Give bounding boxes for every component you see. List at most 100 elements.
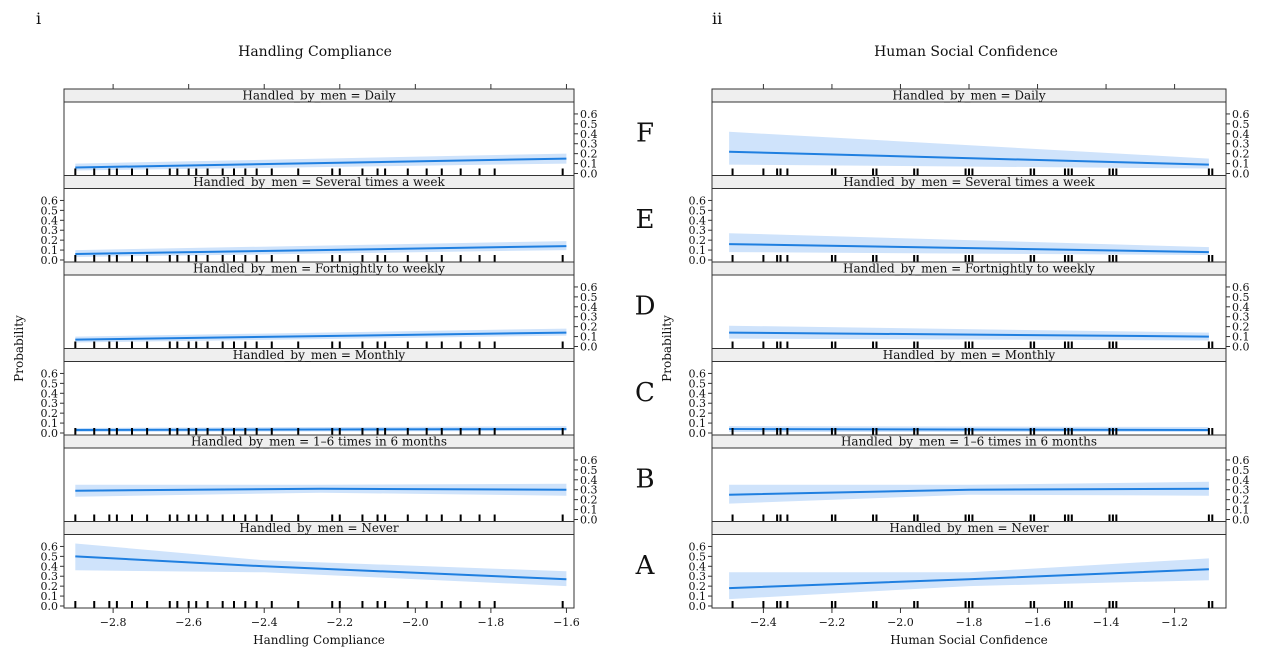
facet-strip — [711, 348, 1227, 362]
y-tick-label: 0.5 — [580, 118, 598, 131]
y-tick-label: 0.4 — [41, 214, 59, 227]
fit-line — [75, 555, 567, 581]
facet-1: Handled_by_men = Several times a week 0.0… — [689, 175, 1227, 267]
facet-2: Handled_by_men = Fortnightly to weekly 0.… — [63, 261, 598, 354]
facet-3: Handled_by_men = Monthly0.00.10.20.30.40… — [689, 348, 1227, 440]
facet-strip — [63, 521, 575, 535]
y-tick-label: 0.4 — [689, 387, 707, 400]
x-tick-label: −2.8 — [100, 616, 127, 629]
y-tick-label: 0.3 — [1232, 138, 1250, 151]
fit-line — [75, 331, 567, 341]
y-tick-label: 0.3 — [580, 484, 598, 497]
x-tick-label: −1.8 — [478, 616, 505, 629]
y-tick-label: 0.3 — [41, 397, 59, 410]
facet-strip-label: Handled_by_men = Monthly — [883, 348, 1056, 362]
y-tick-label: 0.1 — [689, 244, 707, 257]
y-tick-label: 0.5 — [689, 204, 707, 217]
y-tick-label: 0.5 — [1232, 464, 1250, 477]
y-tick-label: 0.1 — [689, 417, 707, 430]
facet-strip-label: Handled_by_men = Daily — [242, 89, 395, 103]
facet-strip — [711, 261, 1227, 276]
y-tick-label: 0.5 — [580, 464, 598, 477]
y-tick-label: 0.6 — [689, 367, 707, 380]
facet-strip — [711, 521, 1227, 535]
x-tick-label: −1.6 — [1024, 616, 1051, 629]
y-tick-label: 0.0 — [580, 341, 598, 354]
facet-strip — [63, 261, 575, 276]
y-tick-label: 0.5 — [689, 377, 707, 390]
y-tick-label: 0.3 — [689, 224, 707, 237]
x-tick-label: −1.4 — [1093, 616, 1120, 629]
y-tick-label: 0.4 — [689, 560, 707, 573]
y-tick-label: 0.2 — [689, 234, 707, 247]
facet-1: Handled_by_men = Several times a week 0.0… — [41, 175, 575, 267]
facet-4: Handled_by_men = 1–6 times in 6 months 0.… — [63, 434, 598, 527]
x-tick-label: −1.6 — [553, 616, 580, 629]
y-tick-label: 0.2 — [41, 580, 59, 593]
confidence-band — [729, 131, 1209, 169]
confidence-band — [75, 483, 567, 497]
x-tick-label: −2.2 — [819, 616, 846, 629]
fit-line — [729, 150, 1209, 166]
y-tick-label: 0.4 — [41, 387, 59, 400]
y-tick-label: 0.2 — [1232, 494, 1250, 507]
x-tick-label: −2.6 — [175, 616, 202, 629]
confidence-band — [729, 325, 1209, 341]
y-tick-label: 0.1 — [580, 331, 598, 344]
y-tick-label: 0.2 — [1232, 148, 1250, 161]
x-tick-label: −2.2 — [326, 616, 353, 629]
y-tick-label: 0.2 — [580, 494, 598, 507]
y-tick-label: 0.6 — [1232, 108, 1250, 121]
y-tick-label: 0.3 — [41, 570, 59, 583]
facet-strip-label: Handled_by_men = Never — [239, 521, 398, 535]
fit-line — [75, 245, 567, 255]
y-tick-label: 0.0 — [689, 427, 707, 440]
y-tick-label: 0.2 — [580, 321, 598, 334]
y-axis-label: Probability — [12, 315, 26, 382]
panel-label: i — [36, 9, 41, 28]
y-tick-label: 0.0 — [1232, 168, 1250, 181]
y-tick-label: 0.2 — [41, 234, 59, 247]
y-tick-label: 0.3 — [689, 397, 707, 410]
y-tick-label: 0.5 — [41, 204, 59, 217]
confidence-band — [729, 481, 1209, 504]
y-tick-label: 0.3 — [1232, 311, 1250, 324]
y-tick-label: 0.3 — [580, 311, 598, 324]
fit-line — [729, 243, 1209, 254]
y-tick-label: 0.4 — [41, 560, 59, 573]
y-tick-label: 0.1 — [580, 504, 598, 517]
facet-3: Handled_by_men = Monthly0.00.10.20.30.40… — [41, 348, 575, 440]
y-tick-label: 0.6 — [580, 108, 598, 121]
facet-strip-label: Handled_by_men = Fortnightly to weekly — [193, 262, 445, 276]
y-tick-label: 0.3 — [689, 570, 707, 583]
x-axis-label: Human Social Confidence — [890, 633, 1048, 647]
row-letter-c: C — [635, 378, 655, 408]
facet-5: Handled_by_men = Never 0.00.10.20.30.40.5… — [41, 521, 575, 613]
panel-i: i Handling Compliance Handled_by_men = Dai… — [12, 9, 598, 647]
y-tick-label: 0.6 — [580, 281, 598, 294]
y-tick-label: 0.0 — [580, 168, 598, 181]
x-tick-label: −1.8 — [956, 616, 983, 629]
fit-line — [75, 428, 567, 431]
facet-strip-label: Handled_by_men = Daily — [892, 89, 1045, 103]
x-tick-label: −1.2 — [1161, 616, 1188, 629]
y-tick-label: 0.6 — [41, 540, 59, 553]
y-tick-label: 0.5 — [689, 550, 707, 563]
y-tick-label: 0.0 — [1232, 514, 1250, 527]
facet-2: Handled_by_men = Fortnightly to weekly 0.… — [711, 261, 1250, 354]
y-tick-label: 0.5 — [41, 550, 59, 563]
y-tick-label: 0.4 — [580, 474, 598, 487]
facet-4: Handled_by_men = 1–6 times in 6 months 0.… — [711, 434, 1250, 527]
y-tick-label: 0.4 — [580, 301, 598, 314]
facet-strip-label: Handled_by_men = Never — [889, 521, 1048, 535]
panel-ii: ii Human Social Confidence Handled_by_men … — [660, 9, 1250, 647]
facet-strip-label: Handled_by_men = Several times a week — [843, 175, 1095, 189]
facet-strip — [63, 88, 575, 103]
y-tick-label: 0.6 — [41, 367, 59, 380]
facet-5: Handled_by_men = Never 0.00.10.20.30.40.5… — [689, 521, 1227, 613]
row-letter-a: A — [635, 551, 656, 581]
fit-line — [729, 487, 1209, 496]
row-letter-e: E — [636, 205, 655, 235]
facet-strip — [711, 175, 1227, 189]
